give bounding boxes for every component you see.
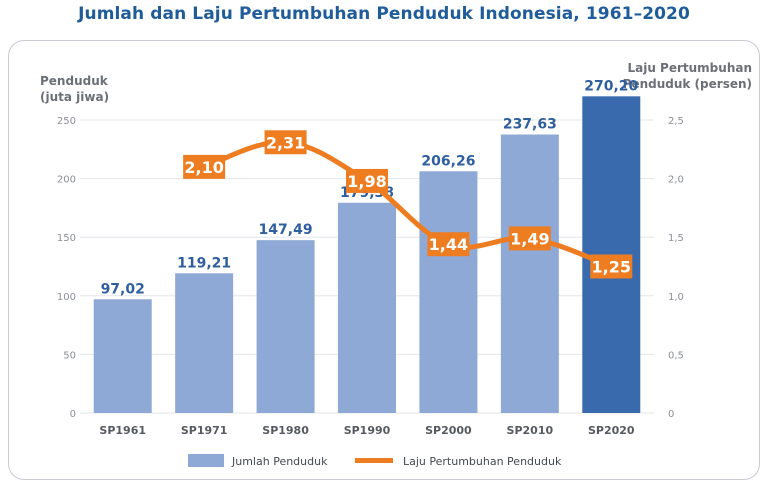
line-value-label: 1,44: [429, 235, 468, 254]
bar-value-label: 147,49: [259, 222, 313, 238]
bar: [338, 202, 396, 413]
x-tick-label: SP1990: [344, 424, 391, 437]
line-point-marker: [346, 168, 388, 193]
x-tick-label: SP2010: [507, 424, 554, 437]
line-point-marker: [264, 130, 307, 155]
bar-value-label: 119,21: [177, 255, 231, 271]
x-tick-label: SP2000: [425, 424, 472, 437]
y-right-tick-label: 2,5: [668, 116, 684, 127]
y-left-label: (juta jiwa): [40, 90, 109, 104]
line-point-marker: [183, 154, 226, 179]
legend-label-line: Laju Pertumbuhan Penduduk: [403, 455, 562, 468]
x-tick-label: SP1971: [181, 424, 228, 437]
bar: [500, 134, 559, 414]
y-right-tick-label: 0,5: [668, 350, 684, 361]
x-tick-label: SP1961: [99, 424, 146, 437]
bar: [93, 299, 152, 413]
line-value-label: 1,98: [347, 172, 386, 191]
x-tick-label: SP1980: [262, 424, 309, 437]
y-right-tick-label: 0: [668, 409, 674, 420]
y-left-tick-label: 200: [57, 175, 76, 186]
bar-value-label: 237,63: [503, 116, 557, 132]
y-right-tick-label: 2,0: [668, 175, 684, 186]
line-point-marker: [427, 232, 470, 257]
y-left-label: Penduduk: [40, 74, 109, 88]
y-left-tick-label: 150: [57, 233, 76, 244]
y-right-tick-label: 1,0: [668, 292, 684, 303]
y-right-tick-label: 1,5: [668, 233, 684, 244]
bar: [175, 273, 234, 413]
line-value-label: 1,25: [592, 258, 631, 277]
bar-value-label: 206,26: [421, 153, 475, 169]
legend-label-bars: Jumlah Penduduk: [231, 455, 328, 468]
line-value-label: 2,31: [266, 133, 305, 152]
bar-value-label: 97,02: [101, 281, 145, 297]
chart-title: Jumlah dan Laju Pertumbuhan Penduduk Ind…: [78, 4, 690, 24]
bar-value-label: 270,20: [584, 78, 638, 94]
y-right-label: Laju Pertumbuhan: [627, 61, 752, 75]
y-right-label: Penduduk (persen): [623, 77, 752, 91]
y-left-tick-label: 50: [63, 350, 76, 361]
y-left-tick-label: 100: [57, 292, 76, 303]
line-point-marker: [590, 254, 633, 279]
bar: [419, 171, 478, 413]
x-tick-label: SP2020: [588, 424, 635, 437]
y-left-tick-label: 0: [70, 409, 76, 420]
line-value-label: 1,49: [510, 229, 549, 248]
y-left-tick-label: 250: [57, 116, 76, 127]
bar: [256, 240, 315, 413]
line-value-label: 2,10: [184, 158, 223, 177]
legend-swatch-bars: [188, 454, 224, 467]
line-point-marker: [508, 226, 551, 251]
